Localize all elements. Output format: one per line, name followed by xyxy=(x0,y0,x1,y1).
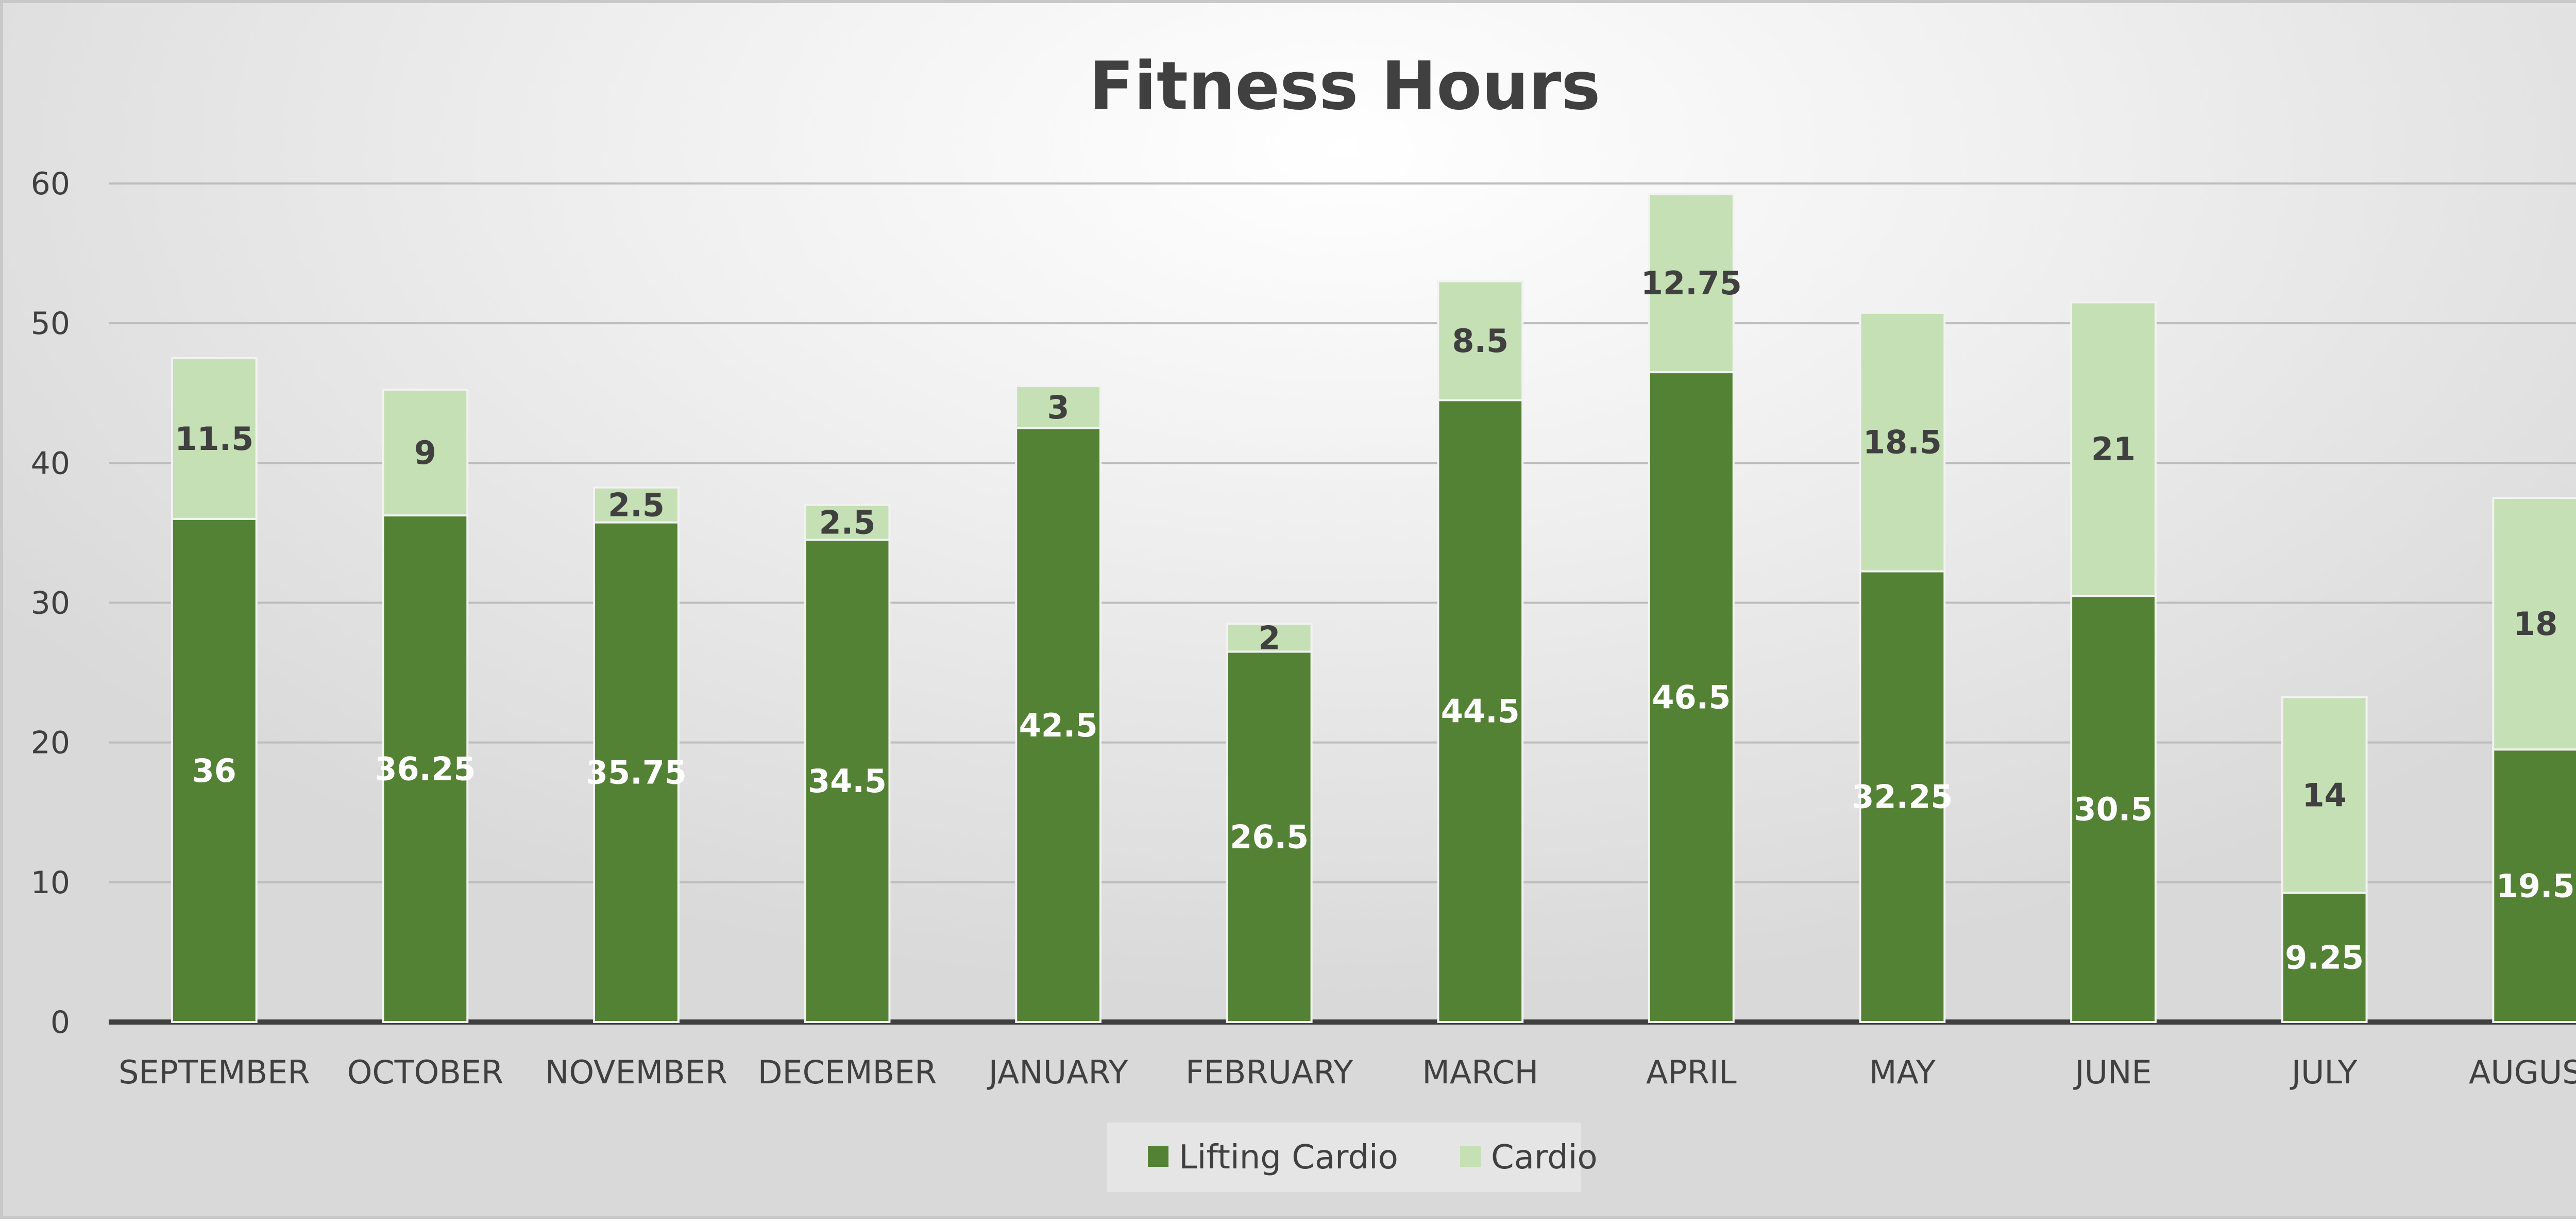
x-category-label: DECEMBER xyxy=(758,1053,937,1091)
y-axis-tick-labels: 0 10 20 30 40 50 60 xyxy=(31,166,70,1041)
x-category-label: NOVEMBER xyxy=(545,1053,727,1091)
data-label: 2.5 xyxy=(608,487,665,524)
data-label: 9 xyxy=(414,434,436,472)
y-tick-label: 0 xyxy=(50,1005,70,1041)
data-label: 36.25 xyxy=(375,750,476,788)
bar-segment xyxy=(2070,594,2157,1023)
data-label: 44.5 xyxy=(1441,693,1520,730)
legend-label: Cardio xyxy=(1491,1139,1598,1177)
data-label: 30.5 xyxy=(2074,790,2153,828)
bar-segment xyxy=(1226,650,1313,1023)
stacked-bar-chart: Fitness Hours 0 10 20 30 40 50 60 36 11.5 36.25 9… xyxy=(31,48,2576,1192)
legend-swatch xyxy=(1460,1146,1481,1167)
bar-segment xyxy=(171,357,258,520)
data-label: 2.5 xyxy=(819,504,876,542)
x-category-label: JANUARY xyxy=(987,1053,1128,1091)
x-category-label: AUGUST xyxy=(2469,1053,2576,1091)
bar-segment xyxy=(1648,371,1735,1024)
data-label: 2 xyxy=(1258,619,1280,657)
data-labels: 36 11.5 36.25 9 35.75 2.5 34.5 2.5 42.5 3 26.5 2 44.… xyxy=(175,264,2574,976)
data-label: 18.5 xyxy=(1863,424,1942,461)
bar-segment xyxy=(382,388,469,517)
bar-segment xyxy=(1015,427,1102,1024)
x-category-label: MARCH xyxy=(1422,1053,1538,1091)
legend-swatch xyxy=(1148,1146,1168,1167)
x-axis-category-labels: SEPTEMBER OCTOBER NOVEMBER DECEMBER JANUARY F… xyxy=(118,1053,2576,1091)
bar-segment xyxy=(1859,311,1946,573)
y-tick-label: 10 xyxy=(31,865,70,901)
data-label: 12.75 xyxy=(1641,264,1742,302)
chart-title: Fitness Hours xyxy=(1089,48,1601,125)
y-tick-label: 20 xyxy=(31,725,70,761)
bar-segment xyxy=(2492,497,2576,751)
x-category-label: MAY xyxy=(1869,1053,1936,1091)
y-tick-label: 50 xyxy=(31,306,70,342)
data-label: 21 xyxy=(2091,430,2136,468)
bar-segment xyxy=(804,539,891,1023)
data-label: 14 xyxy=(2302,776,2346,814)
bars xyxy=(171,193,2576,1024)
bar-segment xyxy=(171,517,258,1023)
bar-segment xyxy=(1015,385,1102,429)
y-tick-label: 60 xyxy=(31,166,70,202)
bar-segment xyxy=(1648,193,1735,374)
x-category-label: SEPTEMBER xyxy=(118,1053,310,1091)
x-category-label: JULY xyxy=(2290,1053,2358,1091)
data-label: 8.5 xyxy=(1452,322,1509,360)
data-label: 32.25 xyxy=(1852,778,1953,816)
x-category-label: APRIL xyxy=(1646,1053,1737,1091)
data-label: 36 xyxy=(192,752,236,790)
bar-segment xyxy=(593,521,680,1023)
x-category-label: JUNE xyxy=(2073,1053,2151,1091)
legend: Lifting Cardio Cardio xyxy=(1107,1123,1598,1192)
data-label: 34.5 xyxy=(808,762,887,800)
bar-segment xyxy=(2070,301,2157,597)
data-label: 18 xyxy=(2513,605,2557,643)
legend-background xyxy=(1107,1123,1581,1192)
x-category-label: OCTOBER xyxy=(347,1053,504,1091)
bar-segment xyxy=(2281,696,2368,894)
data-label: 46.5 xyxy=(1652,679,1731,716)
bar-segment xyxy=(1226,623,1313,653)
x-category-label: FEBRUARY xyxy=(1185,1053,1353,1091)
data-label: 26.5 xyxy=(1230,818,1309,856)
bar-segment xyxy=(593,486,680,524)
bar-segment xyxy=(1437,280,1524,401)
data-label: 42.5 xyxy=(1019,707,1098,744)
bar-segment xyxy=(1437,399,1524,1023)
bar-segment xyxy=(382,514,469,1023)
bar-segment xyxy=(2281,892,2368,1023)
data-label: 9.25 xyxy=(2285,939,2364,977)
y-tick-label: 40 xyxy=(31,445,70,481)
data-label: 35.75 xyxy=(586,754,687,791)
bar-segment xyxy=(804,504,891,541)
data-label: 3 xyxy=(1047,389,1070,426)
bar-segment xyxy=(1859,570,1946,1024)
legend-label: Lifting Cardio xyxy=(1179,1139,1398,1177)
data-label: 11.5 xyxy=(175,420,253,458)
gridlines xyxy=(109,182,2576,1025)
data-label: 19.5 xyxy=(2496,867,2575,905)
bar-segment xyxy=(2492,748,2576,1023)
y-tick-label: 30 xyxy=(31,585,70,622)
